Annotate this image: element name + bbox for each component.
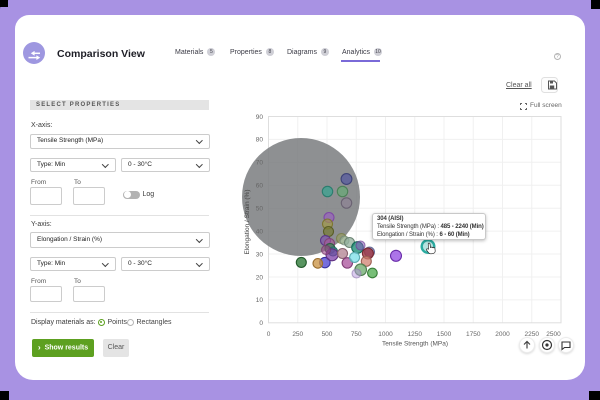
svg-text:50: 50 xyxy=(256,206,264,213)
svg-text:Tensile Strength (MPa): Tensile Strength (MPa) xyxy=(382,341,448,348)
svg-text:10: 10 xyxy=(256,297,264,304)
svg-text:70: 70 xyxy=(256,160,264,167)
svg-text:250: 250 xyxy=(292,331,303,338)
svg-text:1250: 1250 xyxy=(408,331,423,338)
svg-text:2250: 2250 xyxy=(525,331,540,338)
svg-text:2500: 2500 xyxy=(546,331,561,338)
svg-text:80: 80 xyxy=(256,137,264,144)
svg-text:90: 90 xyxy=(256,114,264,121)
svg-text:1000: 1000 xyxy=(378,331,393,338)
svg-text:500: 500 xyxy=(322,331,333,338)
svg-text:1500: 1500 xyxy=(437,331,452,338)
svg-text:30: 30 xyxy=(256,251,264,258)
svg-text:750: 750 xyxy=(351,331,362,338)
svg-text:2000: 2000 xyxy=(495,331,510,338)
svg-text:1750: 1750 xyxy=(466,331,481,338)
svg-text:20: 20 xyxy=(256,274,264,281)
svg-text:40: 40 xyxy=(256,228,264,235)
svg-text:0: 0 xyxy=(259,320,263,327)
svg-text:0: 0 xyxy=(267,331,271,338)
svg-text:60: 60 xyxy=(256,183,264,190)
svg-text:Elongation / Strain (%): Elongation / Strain (%) xyxy=(244,189,251,254)
